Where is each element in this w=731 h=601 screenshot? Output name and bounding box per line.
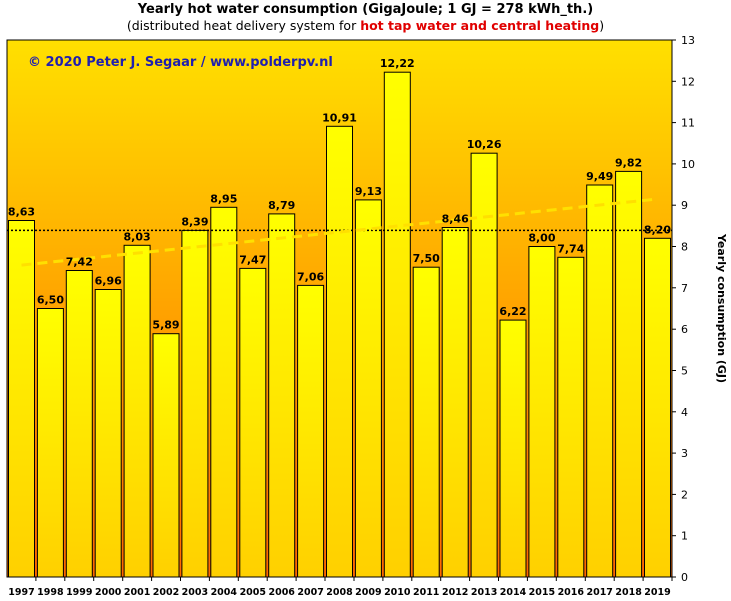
bar-2000	[94, 289, 122, 578]
y-tick-label-2: 2	[681, 488, 688, 501]
y-tick-label-5: 5	[681, 365, 688, 378]
x-tick-label-2015: 2015	[529, 587, 555, 598]
x-tick-label-2009: 2009	[355, 587, 381, 598]
bar-2018	[615, 170, 643, 578]
y-tick-label-1: 1	[681, 530, 688, 543]
value-label-2002: 5,89	[152, 319, 179, 332]
x-tick-label-2004: 2004	[211, 587, 238, 598]
value-label-2018: 9,82	[615, 156, 642, 169]
x-tick-label-2013: 2013	[471, 587, 497, 598]
bar-2010	[383, 71, 411, 578]
y-axis-label: Yearly consumption (GJ)	[715, 233, 728, 383]
value-label-2008: 10,91	[322, 111, 357, 124]
bar-2003	[181, 229, 209, 578]
subtitle-highlight: hot tap water and central heating	[360, 18, 600, 33]
y-tick-label-10: 10	[681, 158, 695, 171]
value-label-2004: 8,95	[210, 192, 237, 205]
plot-frame	[6, 39, 673, 578]
bar-1997	[8, 220, 35, 578]
value-label-2019: 8,20	[644, 223, 671, 236]
x-tick-label-2010: 2010	[384, 587, 411, 598]
bar-2009	[354, 199, 382, 578]
value-label-2011: 7,50	[413, 252, 440, 265]
value-label-1997: 8,63	[8, 206, 35, 219]
x-tick-label-2018: 2018	[615, 587, 642, 598]
x-tick-label-2019: 2019	[644, 587, 670, 598]
x-tick-label-2011: 2011	[413, 587, 439, 598]
x-tick-label-2014: 2014	[500, 587, 527, 598]
x-tick-label-2007: 2007	[297, 587, 323, 598]
copyright-text: © 2020 Peter J. Segaar / www.polderpv.nl	[28, 55, 333, 70]
value-label-2013: 10,26	[467, 138, 502, 151]
bar-1998	[36, 308, 64, 578]
value-label-2015: 8,00	[528, 232, 555, 245]
x-tick-label-2017: 2017	[586, 587, 612, 598]
value-label-1999: 7,42	[66, 256, 93, 269]
chart-subtitle: (distributed heat delivery system for ho…	[0, 18, 731, 33]
value-label-2010: 12,22	[380, 57, 415, 70]
value-label-1998: 6,50	[37, 294, 64, 307]
value-label-2016: 7,74	[557, 242, 584, 255]
value-label-2017: 9,49	[586, 170, 613, 183]
y-tick-label-3: 3	[681, 447, 688, 460]
x-tick-label-2008: 2008	[326, 587, 353, 598]
bar-2017	[586, 184, 614, 578]
x-tick-label-2002: 2002	[153, 587, 179, 598]
value-label-2012: 8,46	[442, 213, 469, 226]
bar-2011	[412, 266, 440, 578]
y-tick-label-11: 11	[681, 117, 695, 130]
value-label-2007: 7,06	[297, 270, 324, 283]
x-tick-label-2012: 2012	[442, 587, 468, 598]
value-label-2006: 8,79	[268, 199, 295, 212]
bar-2008	[326, 125, 353, 578]
y-tick-label-7: 7	[681, 282, 688, 295]
bar-2006	[268, 213, 296, 578]
bar-1999	[65, 270, 93, 578]
x-tick-label-2001: 2001	[124, 587, 150, 598]
bar-2007	[297, 284, 325, 578]
bar-2004	[210, 206, 238, 578]
bar-2015	[528, 246, 556, 578]
value-label-2003: 8,39	[181, 215, 208, 228]
x-tick-label-1997: 1997	[8, 587, 34, 598]
trend-line	[21, 197, 658, 267]
subtitle-prefix: (distributed heat delivery system for	[126, 18, 361, 33]
x-tick-label-1998: 1998	[37, 587, 64, 598]
x-tick-label-2005: 2005	[240, 587, 266, 598]
y-tick-label-9: 9	[681, 199, 688, 212]
bar-2016	[557, 256, 585, 578]
y-tick-label-8: 8	[681, 241, 688, 254]
value-label-2014: 6,22	[499, 305, 526, 318]
bar-2014	[499, 319, 527, 578]
x-tick-label-2003: 2003	[182, 587, 208, 598]
bar-2019	[644, 237, 671, 578]
y-tick-label-13: 13	[681, 34, 695, 47]
y-tick-label-0: 0	[681, 571, 688, 584]
bar-2012	[441, 227, 469, 578]
value-label-2001: 8,03	[124, 230, 151, 243]
y-tick-label-6: 6	[681, 323, 688, 336]
bar-2002	[152, 333, 180, 578]
value-label-2009: 9,13	[355, 185, 382, 198]
subtitle-suffix: )	[599, 18, 605, 33]
bar-2001	[123, 244, 151, 578]
y-tick-label-4: 4	[681, 406, 688, 419]
value-label-2005: 7,47	[239, 253, 266, 266]
x-tick-label-2000: 2000	[95, 587, 122, 598]
x-tick-label-1999: 1999	[66, 587, 92, 598]
y-tick-label-12: 12	[681, 75, 695, 88]
x-tick-label-2016: 2016	[558, 587, 585, 598]
chart-title: Yearly hot water consumption (GigaJoule;…	[137, 2, 594, 17]
bar-2005	[239, 267, 267, 578]
x-tick-label-2006: 2006	[268, 587, 295, 598]
value-label-2000: 6,96	[95, 275, 122, 288]
